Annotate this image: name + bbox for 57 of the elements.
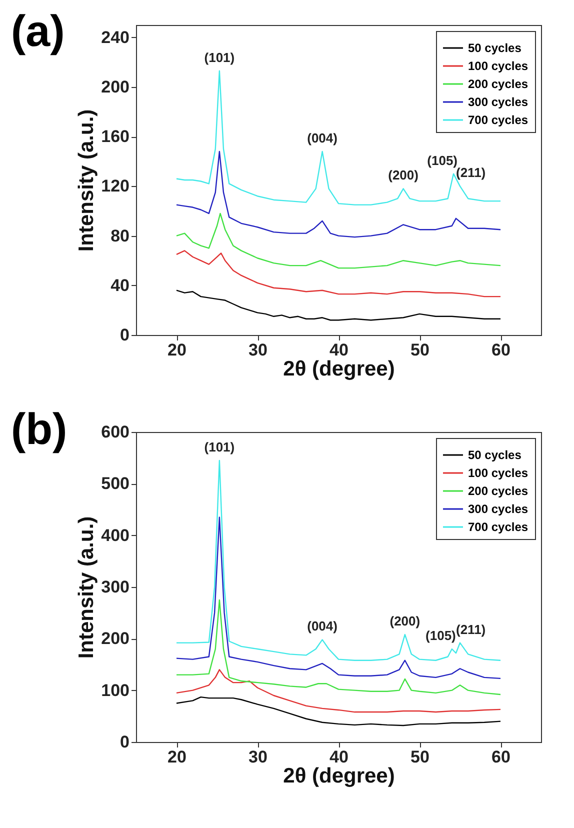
- annotation: (004): [307, 130, 338, 146]
- y-tick-label: 80: [110, 226, 130, 246]
- legend-label: 700 cycles: [468, 113, 528, 127]
- line-series: [176, 290, 502, 321]
- legend-label: 50 cycles: [468, 448, 522, 462]
- line-series: [176, 250, 502, 298]
- annotation: (105): [427, 152, 458, 168]
- x-tick-label: 20: [168, 340, 186, 360]
- y-tick-label: 120: [101, 176, 130, 196]
- y-tick-label: 500: [101, 474, 130, 494]
- y-tick-label: 200: [101, 629, 130, 648]
- x-axis-title: 2θ (degree): [283, 358, 395, 380]
- annotation: (105): [426, 628, 456, 643]
- x-tick-label: 40: [330, 748, 348, 766]
- x-tick-label: 50: [410, 748, 430, 766]
- y-axis-title: Intensity (a.u.): [75, 109, 98, 252]
- x-tick-label: 40: [330, 340, 348, 360]
- annotation: (101): [204, 50, 235, 65]
- annotation: (211): [456, 165, 486, 180]
- x-tick-label: 30: [248, 340, 268, 360]
- y-tick-label: 40: [110, 276, 130, 295]
- y-tick-label: 100: [101, 680, 130, 700]
- y-axis-title: Intensity (a.u.): [75, 516, 98, 659]
- line-series: [176, 696, 502, 726]
- legend-label: 100 cycles: [468, 59, 528, 73]
- chart-title: (b): [11, 405, 68, 454]
- x-tick-label: 60: [492, 748, 510, 766]
- legend-label: 700 cycles: [468, 520, 528, 534]
- legend-label: 50 cycles: [468, 41, 522, 55]
- y-tick-label: 0: [120, 326, 130, 344]
- annotation: (211): [456, 622, 486, 637]
- x-axis-title: 2θ (degree): [283, 764, 395, 788]
- legend-label: 200 cycles: [468, 77, 528, 91]
- x-tick-label: 60: [492, 340, 510, 360]
- annotation: (101): [204, 439, 235, 454]
- legend-label: 100 cycles: [468, 466, 528, 480]
- legend-label: 300 cycles: [468, 502, 528, 516]
- line-series: [176, 212, 502, 269]
- y-tick-label: 300: [101, 578, 130, 596]
- y-tick-label: 200: [101, 78, 130, 96]
- x-tick-label: 30: [248, 748, 268, 766]
- line-series: [176, 599, 502, 696]
- y-tick-label: 240: [101, 28, 130, 47]
- x-tick-label: 20: [168, 748, 186, 766]
- annotation: (004): [307, 618, 338, 634]
- line-series: [176, 150, 502, 238]
- line-series: [176, 669, 502, 713]
- annotation: (200): [388, 168, 418, 183]
- y-tick-label: 400: [101, 526, 130, 545]
- y-tick-label: 0: [120, 732, 130, 752]
- chart-title: (a): [11, 7, 65, 56]
- legend-label: 200 cycles: [468, 484, 528, 498]
- legend-label: 300 cycles: [468, 95, 528, 109]
- y-tick-label: 600: [101, 422, 130, 442]
- annotation: (200): [390, 614, 420, 629]
- y-tick-label: 160: [101, 127, 130, 146]
- x-tick-label: 50: [410, 340, 430, 360]
